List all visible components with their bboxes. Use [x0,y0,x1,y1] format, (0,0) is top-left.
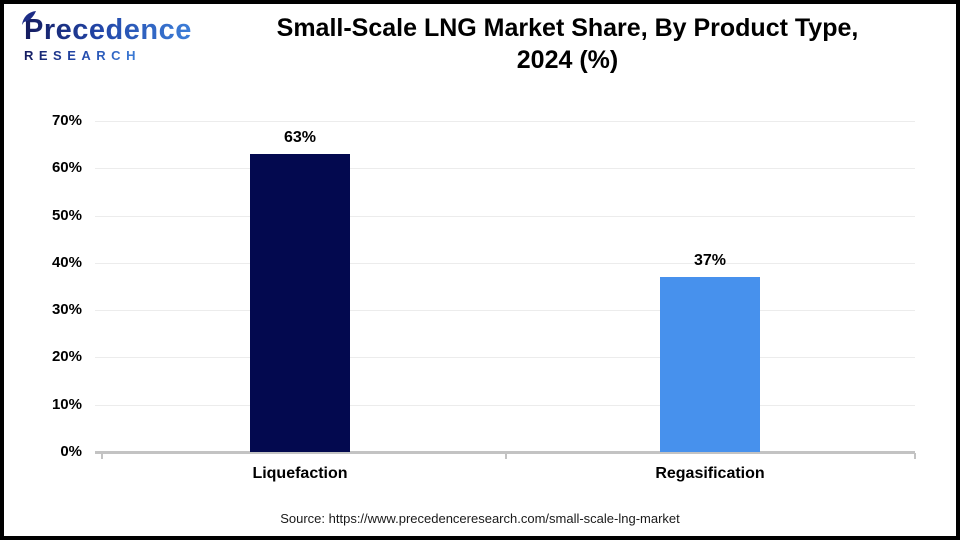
header: Precedence RESEARCH Small-Scale LNG Mark… [4,4,956,86]
source-citation: Source: https://www.precedenceresearch.c… [280,511,680,526]
x-axis-tick-2 [914,453,916,459]
gridline-20 [95,357,915,359]
gridline-10 [95,404,915,406]
x-axis-category-label: Regasification [655,465,765,482]
logo-name: Precedence [24,14,192,46]
gridline-60 [95,168,915,170]
y-axis-tick-label: 10% [51,395,82,413]
x-axis-tick-0 [101,453,103,459]
chart-title-line1: Small-Scale LNG Market Share, By Product… [276,14,859,42]
logo-subname: RESEARCH [24,48,141,63]
bar-chart: 0% 10% 20% 30% 40% 50% 60% 70% 63% Liquefaction 37… [4,82,956,536]
y-axis-tick-label: 40% [51,253,82,271]
bar-regasification [660,277,760,452]
y-axis-tick-label: 30% [51,301,82,319]
x-axis-category-label: Liquefaction [252,465,348,482]
x-axis-tick-1 [505,453,507,459]
bar-value-label: 63% [283,129,317,147]
gridline-40 [95,262,915,264]
y-axis-tick-label: 60% [51,159,82,177]
y-axis-tick-label: 50% [51,206,82,224]
chart-title-line2: 2024 (%) [516,46,619,74]
y-axis-tick-label: 70% [51,112,82,129]
x-axis-line [95,451,915,454]
gridline-70 [95,121,915,122]
bar-value-label: 37% [693,252,727,270]
y-axis-tick-label: 0% [60,443,82,460]
precedence-research-logo: Precedence RESEARCH [22,11,184,64]
chart-title: Small-Scale LNG Market Share, By Product… [189,12,946,76]
y-axis-tick-label: 20% [51,348,82,366]
gridline-30 [95,310,915,312]
logo-wordmark: Precedence [22,11,192,46]
leaf-icon [22,11,36,25]
gridline-50 [95,215,915,217]
bar-liquefaction [250,154,350,452]
